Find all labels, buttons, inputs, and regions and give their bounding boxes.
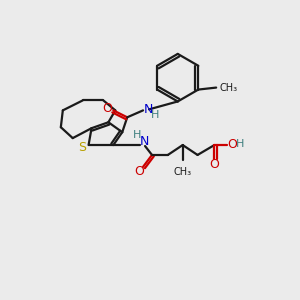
Text: O: O <box>209 158 219 171</box>
Text: O: O <box>227 138 237 151</box>
Text: CH₃: CH₃ <box>174 167 192 177</box>
Text: N: N <box>140 135 149 148</box>
Text: H: H <box>151 110 159 120</box>
Text: O: O <box>103 102 112 115</box>
Text: O: O <box>134 165 144 178</box>
Text: CH₃: CH₃ <box>219 82 237 93</box>
Text: N: N <box>143 103 153 116</box>
Text: H: H <box>133 130 141 140</box>
Text: H: H <box>236 139 244 149</box>
Text: S: S <box>78 140 86 154</box>
